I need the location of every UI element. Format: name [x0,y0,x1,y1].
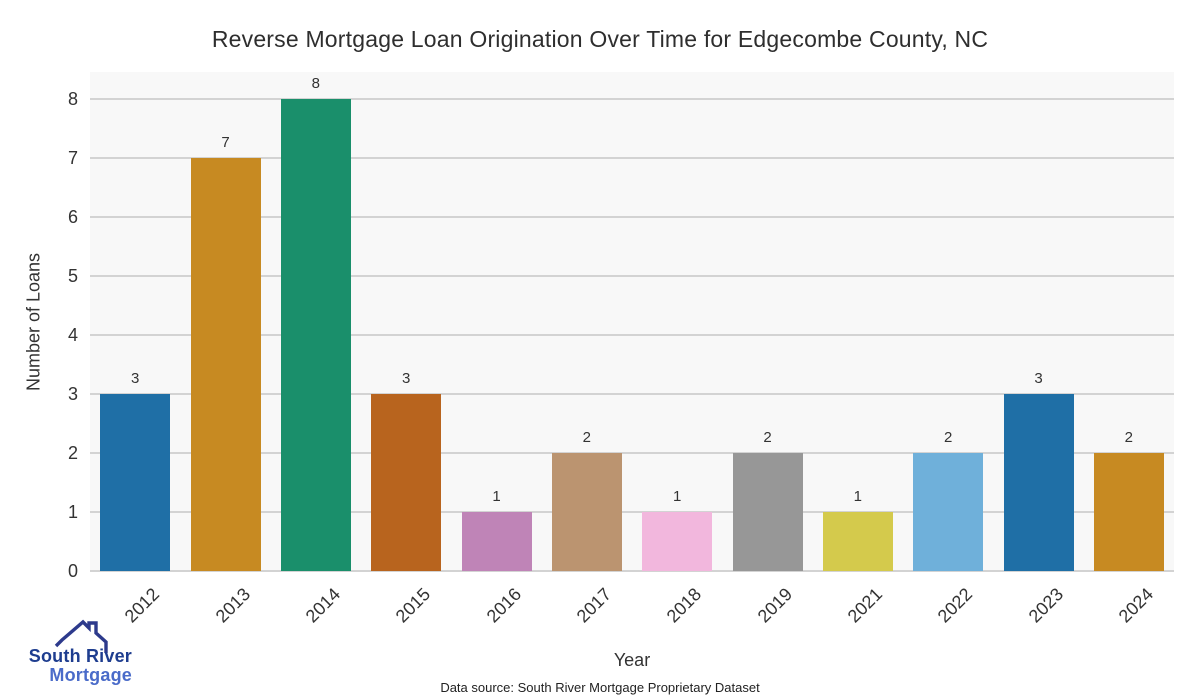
gridline [90,156,1174,159]
bar-value-label: 1 [853,487,862,505]
data-source-note: Data source: South River Mortgage Propri… [440,680,760,695]
gridline [90,392,1174,395]
bar-2017 [551,452,622,571]
y-tick-label: 0 [67,561,78,581]
bar-value-label: 3 [1034,369,1043,387]
bar-2013 [190,157,261,571]
bar-2015 [371,393,442,571]
y-tick-label: 1 [67,501,78,522]
x-tick-label-2019: 2019 [753,584,796,627]
y-axis-label: Number of Loans [23,252,44,392]
bar-value-label: 2 [582,428,591,446]
x-tick-label-2023: 2023 [1024,584,1067,627]
bar-value-label: 2 [763,428,772,446]
x-tick-label-2016: 2016 [482,584,525,627]
plot-area: 3 7 8 3 1 2 1 2 1 2 3 2 [90,72,1174,572]
x-tick-label-2021: 2021 [843,584,886,627]
bar-value-label: 7 [221,133,230,151]
y-tick-label: 2 [67,442,78,463]
x-tick-label-2022: 2022 [933,584,977,627]
gridline [90,570,1174,572]
x-tick-label-2018: 2018 [662,584,706,627]
gridline [90,274,1174,277]
x-tick-label-2015: 2015 [391,584,435,627]
bar-value-label: 8 [311,74,320,92]
chart-title: Reverse Mortgage Loan Origination Over T… [211,26,989,52]
y-tick-label: 7 [67,147,78,168]
bar-2024 [1093,452,1164,571]
gridline [90,333,1174,336]
gridline [90,451,1174,454]
gridline [90,510,1174,513]
y-tick-label: 4 [67,324,78,345]
bar-value-label: 1 [492,487,501,505]
bar-2018 [642,511,713,571]
y-tick-label: 5 [67,265,78,286]
logo-text-south-river: South River [28,646,132,666]
bar-2022 [913,452,984,571]
bar-2023 [1003,393,1074,571]
bar-2016 [461,511,532,571]
bar-2014 [280,98,351,571]
x-axis-label: Year [613,650,651,670]
bar-value-label: 2 [943,428,953,446]
bar-value-label: 3 [130,369,140,387]
bar-2012 [100,393,171,571]
south-river-mortgage-logo: South River Mortgage [12,616,136,692]
gridline [90,215,1174,218]
y-tick-label: 6 [67,206,78,227]
bar-value-label: 3 [401,369,411,387]
y-tick-label: 8 [67,88,78,109]
bar-value-label: 2 [1124,428,1133,446]
bar-value-label: 1 [672,487,682,505]
bar-2019 [732,452,803,571]
logo-text-mortgage: Mortgage [49,665,132,685]
x-tick-label-2014: 2014 [301,584,344,627]
x-tick-label-2013: 2013 [211,584,254,627]
house-roof-icon [54,619,108,653]
y-tick-label: 3 [67,383,78,404]
bar-2021 [822,511,893,571]
x-tick-label-2024: 2024 [1114,584,1157,627]
gridline [90,97,1174,100]
x-tick-label-2017: 2017 [572,584,615,627]
